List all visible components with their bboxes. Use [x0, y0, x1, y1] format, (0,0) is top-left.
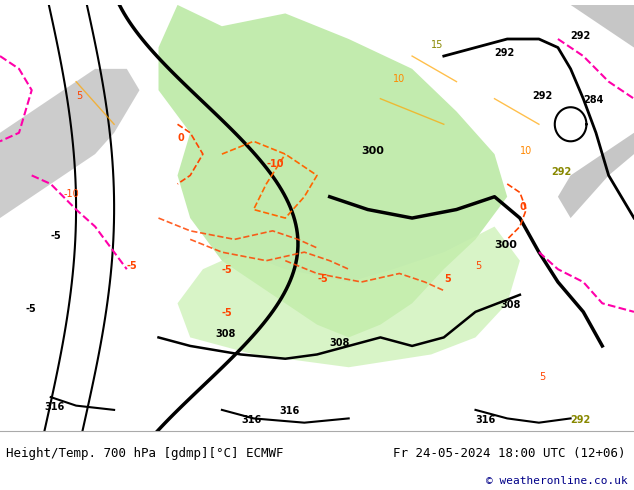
Text: 5: 5 [444, 274, 451, 284]
Text: -5: -5 [25, 304, 36, 314]
Text: 0: 0 [178, 133, 184, 143]
Text: 5: 5 [76, 91, 82, 100]
Text: 10: 10 [393, 74, 405, 84]
Text: 292: 292 [571, 415, 591, 425]
Text: -5: -5 [222, 308, 233, 318]
Text: 5: 5 [476, 261, 482, 271]
Text: 316: 316 [241, 415, 261, 425]
Text: -5: -5 [51, 231, 61, 242]
Text: -10: -10 [266, 159, 284, 169]
Text: 308: 308 [330, 338, 350, 348]
Text: 308: 308 [501, 299, 521, 310]
Text: 292: 292 [552, 168, 572, 177]
Text: Fr 24-05-2024 18:00 UTC (12+06): Fr 24-05-2024 18:00 UTC (12+06) [393, 447, 626, 460]
Text: 292: 292 [495, 48, 515, 58]
Text: 300: 300 [361, 146, 384, 156]
Text: -5: -5 [222, 266, 233, 275]
Text: 10: 10 [520, 146, 532, 156]
Text: 316: 316 [476, 415, 496, 425]
Polygon shape [178, 226, 520, 368]
Polygon shape [558, 5, 634, 218]
Polygon shape [158, 5, 507, 338]
Text: 316: 316 [279, 406, 299, 416]
Text: 284: 284 [583, 95, 604, 105]
Text: -5: -5 [127, 261, 138, 271]
Text: © weatheronline.co.uk: © weatheronline.co.uk [486, 476, 628, 486]
Text: 316: 316 [44, 402, 65, 412]
Text: Height/Temp. 700 hPa [gdmp][°C] ECMWF: Height/Temp. 700 hPa [gdmp][°C] ECMWF [6, 447, 284, 460]
Text: 5: 5 [539, 372, 545, 382]
Text: -10: -10 [63, 189, 79, 199]
Text: 292: 292 [571, 31, 591, 41]
Text: 308: 308 [216, 329, 236, 340]
Text: -5: -5 [317, 274, 328, 284]
Text: 15: 15 [431, 40, 444, 49]
Polygon shape [0, 69, 139, 218]
Text: 0: 0 [520, 201, 527, 212]
Text: 292: 292 [533, 91, 553, 100]
Text: 300: 300 [495, 240, 517, 250]
